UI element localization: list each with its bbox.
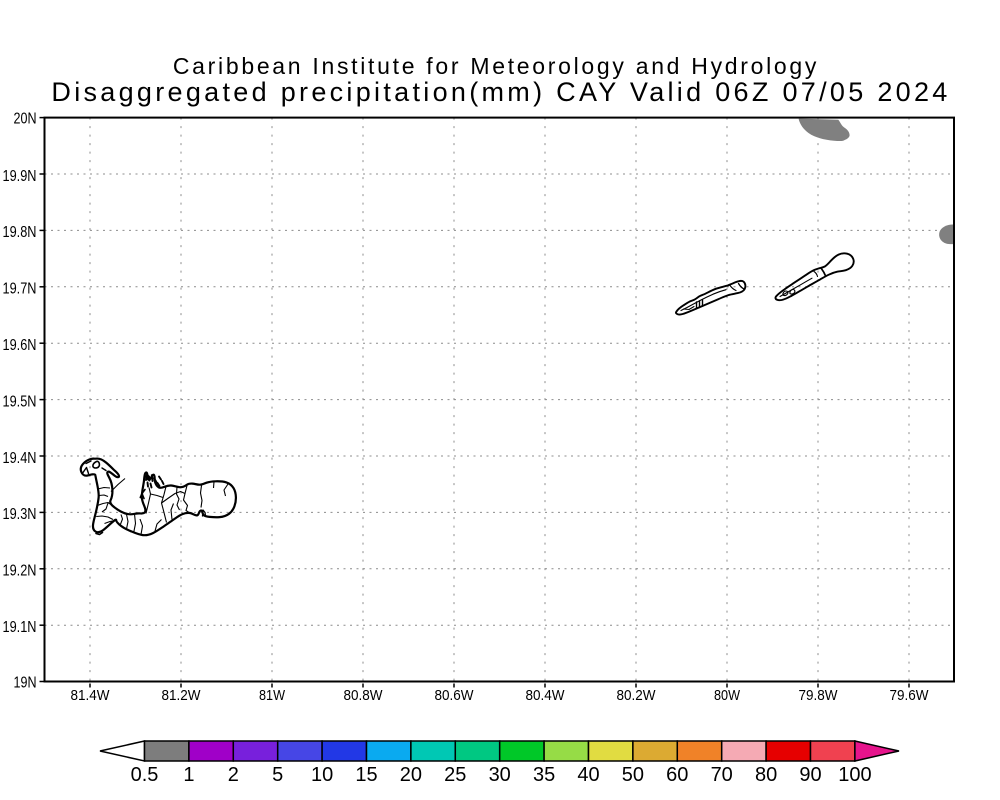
svg-text:60: 60	[666, 764, 688, 786]
svg-text:19.4N: 19.4N	[3, 450, 37, 467]
svg-text:2: 2	[228, 764, 239, 786]
svg-text:79.8W: 79.8W	[799, 687, 839, 704]
svg-text:19.9N: 19.9N	[3, 168, 37, 185]
svg-text:5: 5	[272, 764, 283, 786]
svg-text:80.4W: 80.4W	[526, 687, 566, 704]
svg-text:80W: 80W	[714, 687, 741, 704]
svg-text:10: 10	[311, 764, 333, 786]
svg-text:100: 100	[838, 764, 871, 786]
svg-text:80.2W: 80.2W	[617, 687, 657, 704]
svg-text:70: 70	[711, 764, 733, 786]
svg-text:19.5N: 19.5N	[3, 393, 37, 410]
svg-text:1: 1	[183, 764, 194, 786]
svg-text:25: 25	[444, 764, 466, 786]
svg-text:50: 50	[622, 764, 644, 786]
svg-text:19.3N: 19.3N	[3, 506, 37, 523]
svg-text:80: 80	[755, 764, 777, 786]
svg-text:Caribbean Institute for Meteor: Caribbean Institute for Meteorology and …	[173, 53, 819, 79]
svg-text:19.2N: 19.2N	[3, 563, 37, 580]
svg-text:30: 30	[489, 764, 511, 786]
svg-text:81.2W: 81.2W	[162, 687, 202, 704]
svg-text:15: 15	[355, 764, 377, 786]
svg-text:19.7N: 19.7N	[3, 281, 37, 298]
svg-text:20N: 20N	[14, 110, 37, 127]
svg-text:19N: 19N	[14, 674, 37, 691]
svg-text:90: 90	[799, 764, 821, 786]
svg-text:80.6W: 80.6W	[435, 687, 475, 704]
svg-text:19.1N: 19.1N	[3, 619, 37, 636]
svg-text:0.5: 0.5	[131, 764, 159, 786]
svg-text:80.8W: 80.8W	[344, 687, 384, 704]
svg-text:35: 35	[533, 764, 555, 786]
svg-text:20: 20	[400, 764, 422, 786]
svg-text:81W: 81W	[259, 687, 286, 704]
svg-text:Disaggregated precipitation(mm: Disaggregated precipitation(mm) CAY Vali…	[51, 77, 950, 107]
svg-text:19.6N: 19.6N	[3, 337, 37, 354]
svg-text:79.6W: 79.6W	[890, 687, 930, 704]
svg-text:81.4W: 81.4W	[71, 687, 111, 704]
svg-text:19.8N: 19.8N	[3, 224, 37, 241]
svg-text:40: 40	[577, 764, 599, 786]
